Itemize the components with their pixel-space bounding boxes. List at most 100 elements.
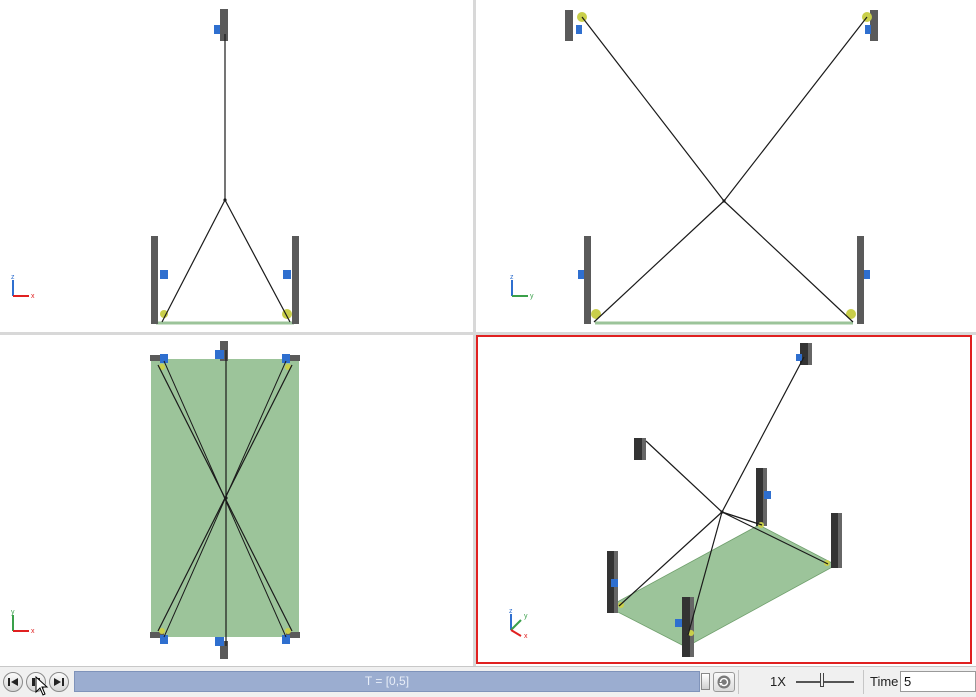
pulley: [285, 628, 291, 634]
speed-slider-track[interactable]: [796, 681, 854, 683]
winch: [214, 25, 220, 34]
axis-label-horizontal: y: [530, 293, 534, 300]
pillar: [220, 641, 228, 659]
pillar: [857, 236, 864, 324]
pillar: [150, 355, 164, 361]
winch: [283, 270, 291, 279]
pulley: [159, 364, 165, 370]
cable: [618, 511, 723, 607]
side-view-scene: z y: [510, 10, 878, 325]
pillar: [292, 236, 299, 324]
playback-toolbar: T = [0,5] 1X Time: [0, 666, 976, 697]
winch: [215, 637, 224, 646]
viewport-top[interactable]: y x: [0, 335, 473, 666]
end-effector: [224, 496, 228, 500]
winch: [611, 579, 618, 587]
axis-triad-icon: [510, 614, 522, 637]
cable: [581, 16, 725, 202]
axis-triad-icon: [12, 280, 29, 297]
axis-triad-icon: [511, 280, 528, 297]
pillar-side: [690, 597, 694, 657]
pillar: [584, 236, 591, 324]
pillar-side: [642, 438, 646, 460]
pillar: [151, 236, 158, 324]
cable: [723, 16, 868, 202]
cable: [224, 199, 291, 323]
pulley: [285, 364, 291, 370]
axis-label-y: y: [524, 613, 528, 620]
cable: [721, 356, 805, 513]
winch: [160, 270, 168, 279]
pulley: [591, 309, 601, 319]
axis-label-vertical: z: [510, 274, 514, 281]
winch: [865, 25, 871, 34]
pillar: [756, 468, 763, 526]
axis-label-vertical: y: [11, 609, 15, 616]
speed-slider-thumb[interactable]: [820, 673, 824, 687]
top-view-scene: y x: [11, 341, 300, 659]
pillar: [220, 9, 228, 41]
end-effector: [720, 510, 724, 514]
timeline-label: T = [0,5]: [364, 674, 410, 688]
cable: [645, 440, 723, 513]
isometric-view-scene: z y x: [509, 343, 842, 657]
timeline-handle[interactable]: [701, 673, 710, 690]
step-back-button[interactable]: [3, 672, 23, 692]
winch: [864, 270, 870, 279]
toolbar-separator: [738, 670, 739, 694]
step-back-icon: [8, 678, 18, 686]
loop-button[interactable]: [713, 672, 735, 692]
winch: [578, 270, 584, 279]
cable: [593, 200, 725, 323]
axis-label-vertical: z: [11, 274, 15, 281]
pillar: [150, 632, 164, 638]
mouse-cursor-icon: [35, 676, 49, 696]
end-effector: [223, 198, 227, 202]
pillar: [831, 513, 838, 568]
axis-label-x: x: [524, 633, 528, 640]
front-view-scene: z x: [11, 9, 299, 325]
pillar: [286, 355, 300, 361]
pulley: [160, 310, 168, 318]
pillar-side: [838, 513, 842, 568]
viewport-splitter-horizontal[interactable]: [0, 332, 976, 335]
axis-triad-icon: [12, 615, 29, 632]
timeline-slider[interactable]: T = [0,5]: [74, 671, 700, 692]
speed-label: 1X: [770, 674, 786, 689]
loop-icon: [717, 675, 731, 689]
viewport-side[interactable]: z y: [476, 0, 976, 332]
winch: [764, 491, 771, 499]
cable: [721, 511, 763, 526]
pillar: [800, 343, 808, 365]
end-effector: [722, 199, 726, 203]
axis-label-horizontal: x: [31, 293, 35, 300]
axis-label-horizontal: x: [31, 628, 35, 635]
time-label: Time: [870, 674, 899, 689]
winch: [160, 635, 168, 644]
time-input[interactable]: [900, 671, 976, 692]
winch: [215, 350, 224, 359]
winch: [282, 635, 290, 644]
viewport-front[interactable]: z x: [0, 0, 473, 332]
winch: [160, 354, 168, 363]
step-forward-button[interactable]: [49, 672, 69, 692]
cable: [721, 511, 829, 565]
viewport-isometric[interactable]: z y x: [476, 335, 972, 664]
winch: [796, 354, 802, 361]
platform: [607, 524, 837, 648]
pulley: [846, 309, 856, 319]
winch: [675, 619, 682, 627]
cable: [687, 511, 723, 636]
toolbar-separator: [863, 670, 864, 694]
pillar: [286, 632, 300, 638]
pillar: [565, 10, 573, 41]
cable: [723, 200, 854, 323]
winch: [282, 354, 290, 363]
pillar: [682, 597, 690, 657]
pulley: [159, 628, 165, 634]
step-forward-icon: [54, 678, 64, 686]
winch: [576, 25, 582, 34]
axis-label-z: z: [509, 608, 513, 615]
cable: [161, 199, 226, 323]
pillar-side: [808, 343, 812, 365]
